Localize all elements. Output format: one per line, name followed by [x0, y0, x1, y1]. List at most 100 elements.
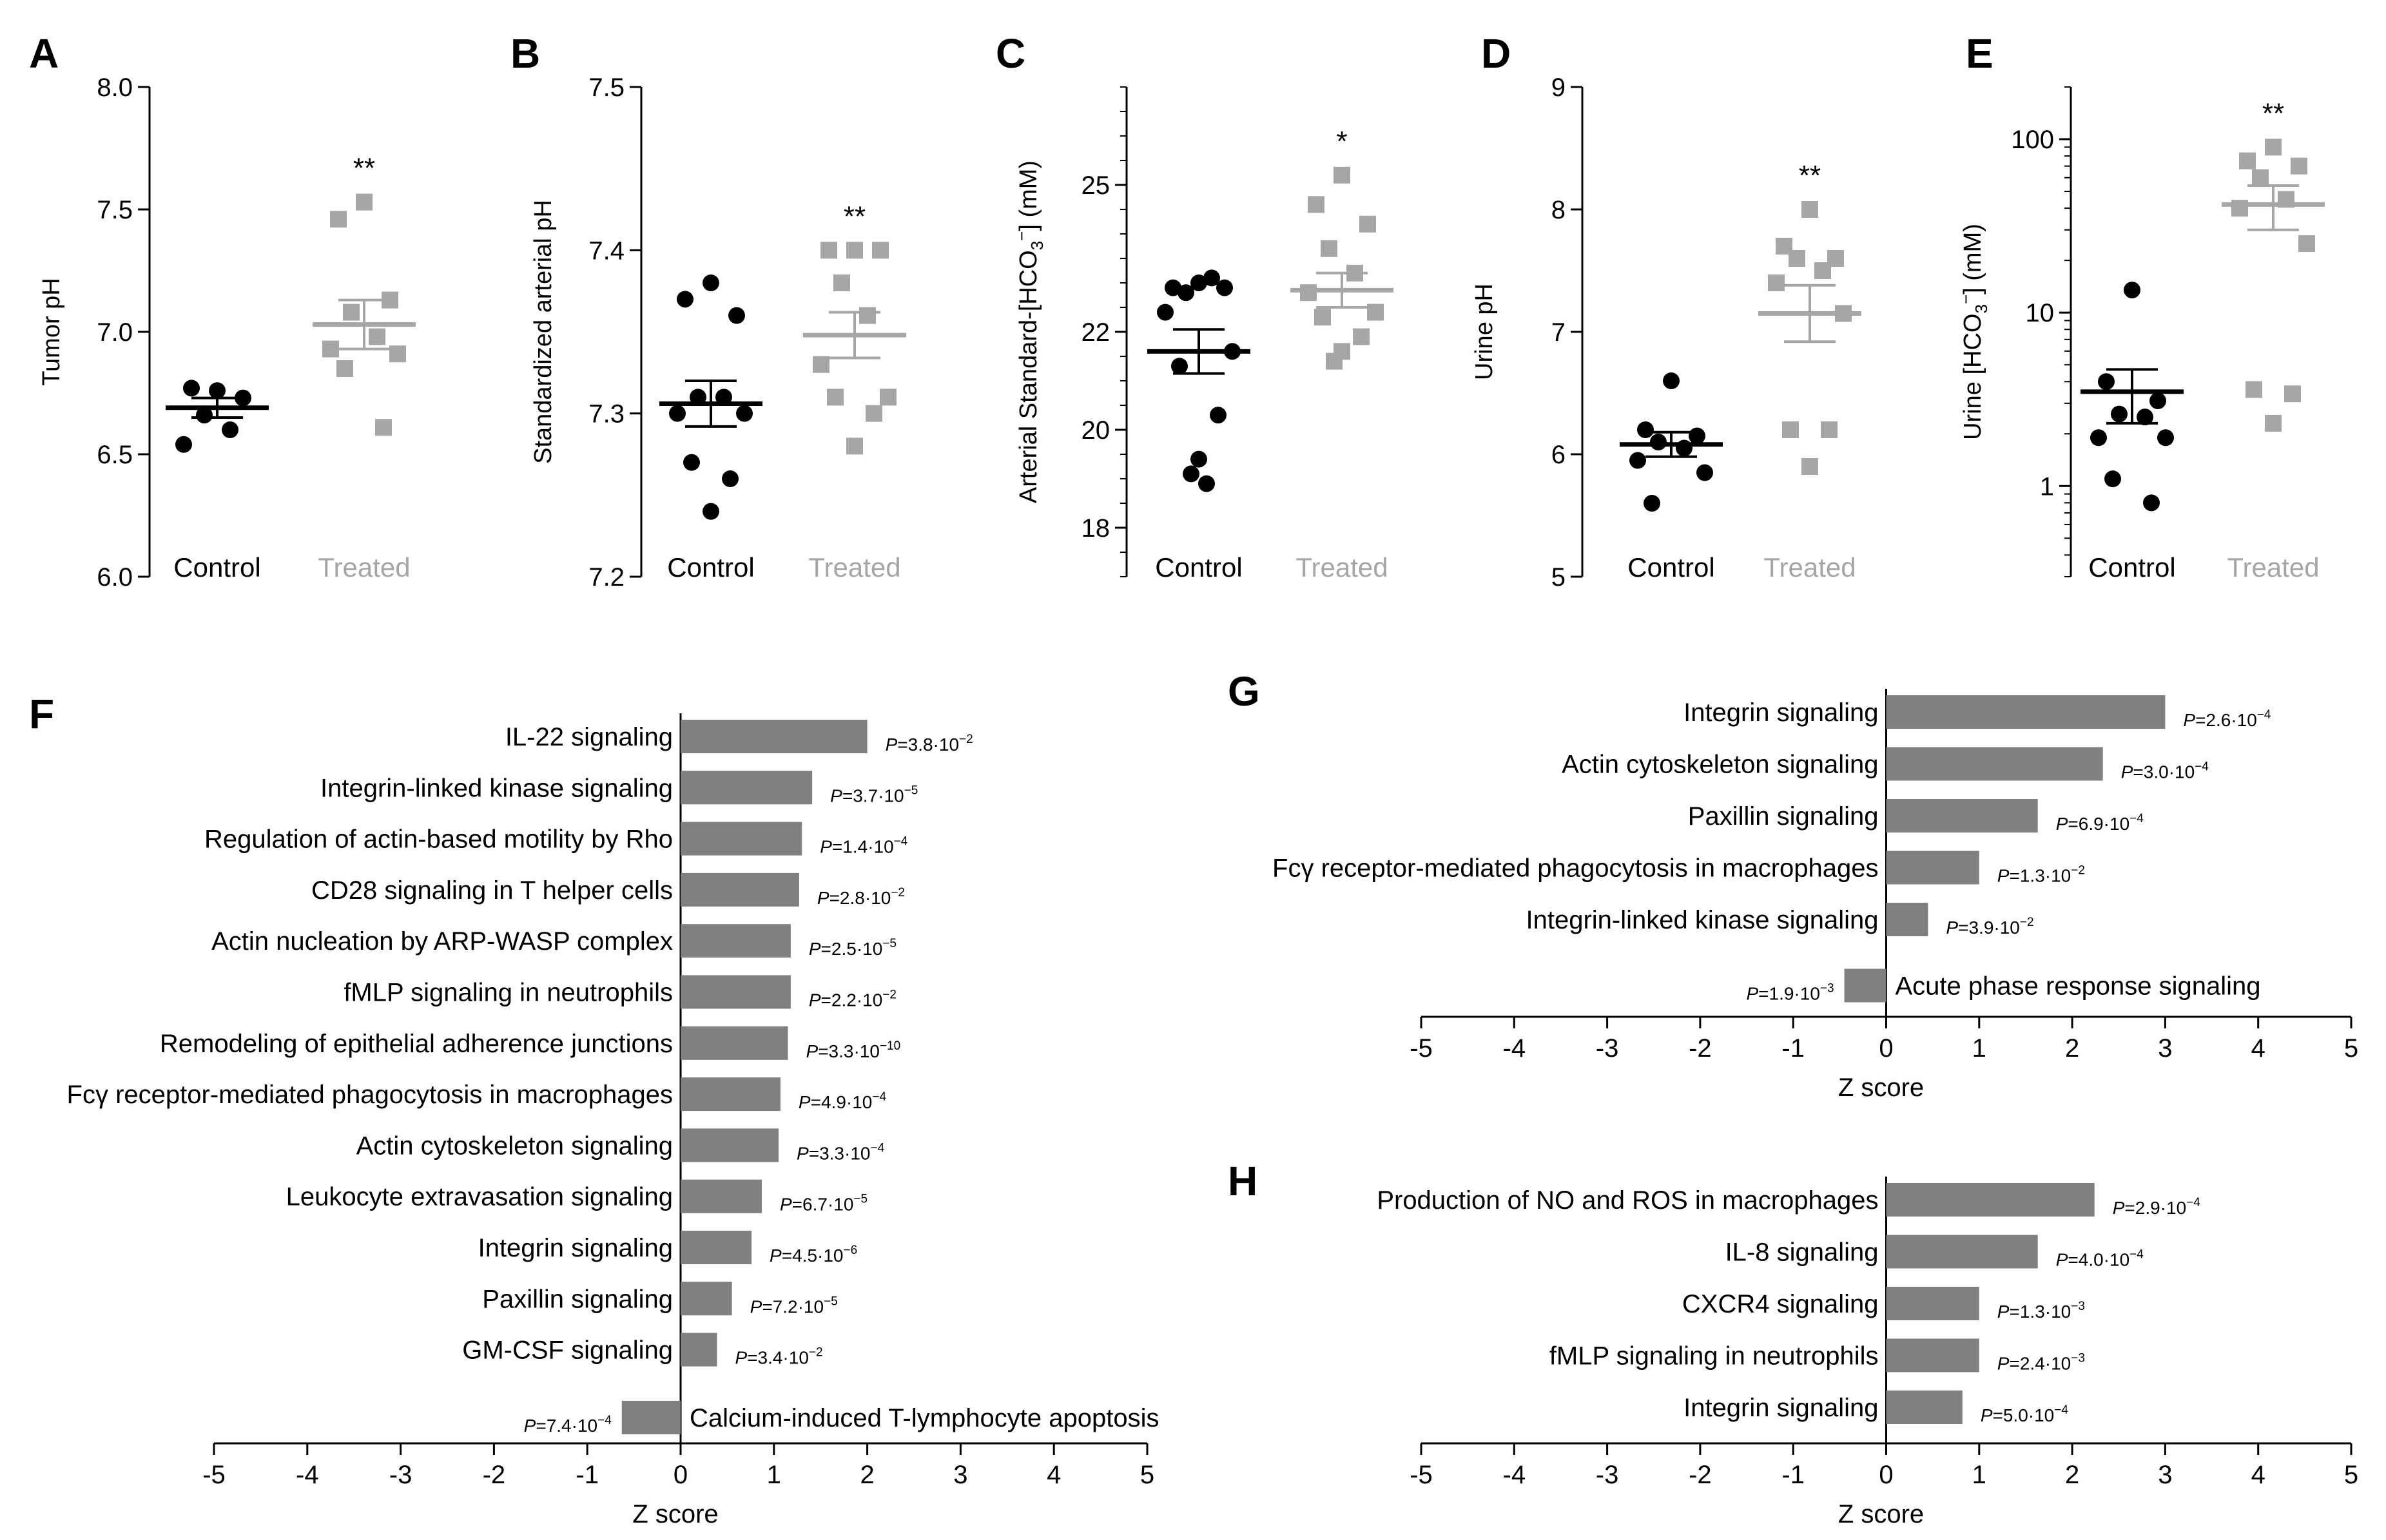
pathway-label: IL-22 signaling [505, 723, 673, 751]
bar [1886, 1183, 2095, 1217]
panel-letter-c: C [996, 30, 1025, 77]
control-point [1157, 303, 1174, 321]
treated-point [1314, 309, 1331, 326]
control-point [722, 470, 739, 487]
x-tick-label: 2 [2065, 1034, 2079, 1063]
bar [681, 1333, 717, 1367]
panel-letter-h: H [1228, 1158, 1257, 1204]
bar [681, 720, 868, 753]
x-tick-label: 2 [2065, 1461, 2079, 1489]
bar [1886, 1235, 2038, 1269]
control-point [2098, 373, 2115, 390]
bar [681, 1231, 752, 1264]
pathway-label: Integrin signaling [478, 1234, 673, 1262]
x-tick-label: 1 [1972, 1034, 1986, 1063]
p-value-label: P=3.4·10−2 [735, 1346, 822, 1368]
x-tick-label: -3 [389, 1461, 412, 1489]
treated-point [1353, 328, 1370, 345]
treated-point [1814, 262, 1831, 279]
x-tick-label: -5 [1410, 1461, 1433, 1489]
significance-marker: ** [1799, 160, 1821, 191]
control-point [728, 307, 745, 324]
x-tick-label: 3 [2158, 1461, 2172, 1489]
y-tick-label: 9 [1551, 73, 1566, 102]
y-tick-label: 10 [2026, 299, 2055, 327]
pathway-label: Remodeling of epithelial adherence junct… [160, 1030, 673, 1058]
control-point [1178, 284, 1194, 302]
bar [681, 1128, 779, 1162]
treated-point [846, 242, 863, 259]
control-point [1650, 434, 1667, 450]
bar-panel-h: -5 -4 -3 -2 -1 0 1 2 3 4 5 Z score Production of NO … [1377, 1177, 2358, 1528]
control-point [2111, 405, 2128, 423]
x-axis-title: Z score [1838, 1500, 1924, 1528]
control-point [183, 380, 200, 397]
pathway-label: Integrin-linked kinase signaling [1526, 906, 1879, 934]
treated-point [336, 360, 353, 377]
bar [621, 1400, 681, 1434]
p-value-label: P=2.6·10−4 [2183, 708, 2271, 730]
p-value-label: P=2.2·10−2 [809, 988, 897, 1010]
bar [1886, 747, 2103, 781]
x-axis-title: Z score [632, 1500, 718, 1528]
p-value-label: P=7.2·10−5 [750, 1295, 838, 1316]
control-point [2143, 494, 2160, 512]
bar [681, 924, 791, 958]
control-point [1689, 427, 1705, 445]
group-label-control: Control [1155, 552, 1242, 582]
treated-point [859, 307, 876, 324]
bar [681, 872, 799, 907]
control-point [1190, 450, 1207, 468]
treated-point [2284, 385, 2301, 403]
x-tick-label: 5 [1140, 1461, 1154, 1489]
x-tick-label: 4 [2251, 1461, 2265, 1489]
treated-point [2298, 235, 2315, 253]
x-tick-label: 4 [1047, 1461, 1061, 1489]
treated-point [1789, 250, 1805, 267]
treated-point [846, 438, 863, 455]
x-tick-label: -4 [1503, 1461, 1526, 1489]
treated-point [369, 328, 385, 345]
bar [1886, 851, 1979, 885]
pathway-label: Paxillin signaling [1688, 802, 1879, 831]
treated-point [1768, 274, 1785, 291]
control-point [2149, 392, 2166, 410]
treated-point [1326, 352, 1343, 370]
pathway-label: Regulation of actin-based motility by Rh… [204, 825, 673, 854]
control-point [677, 291, 693, 308]
treated-point [880, 389, 897, 406]
y-tick-label: 6 [1551, 441, 1566, 469]
bar [681, 771, 813, 805]
x-tick-label: -2 [483, 1461, 506, 1489]
control-point [2157, 429, 2174, 447]
pathway-label: fMLP signaling in neutrophils [344, 979, 673, 1007]
treated-point [820, 242, 837, 259]
control-point [683, 454, 700, 471]
significance-marker: ** [844, 200, 866, 232]
bar [681, 822, 802, 856]
pathway-label: fMLP signaling in neutrophils [1549, 1342, 1879, 1371]
pathway-label: Integrin signaling [1683, 1394, 1878, 1422]
pathway-label: Actin nucleation by ARP-WASP complex [211, 927, 673, 956]
treated-point [813, 356, 829, 373]
pathway-label: Fcγ receptor-mediated phagocytosis in ma… [67, 1081, 673, 1109]
significance-marker: * [1336, 126, 1347, 157]
y-tick-label: 18 [1081, 514, 1111, 543]
treated-point [356, 193, 373, 211]
treated-point [1801, 201, 1818, 218]
group-label-control: Control [1627, 552, 1714, 582]
group-label-treated: Treated [808, 552, 900, 582]
y-tick-label: 8.0 [97, 73, 133, 102]
treated-point [1782, 421, 1799, 438]
p-value-label: P=3.3·10−10 [806, 1039, 901, 1061]
treated-point [330, 211, 347, 228]
p-value-label: P=7.4·10−4 [524, 1414, 612, 1436]
bar [1886, 1338, 1979, 1372]
bar [1886, 695, 2166, 729]
p-value-label: P=6.7·10−5 [780, 1193, 868, 1215]
y-tick-label: 6.0 [97, 563, 133, 592]
scatter-panel-a: 6.0 6.5 7.0 7.5 8.0 Tumor pH Control Treated ** [38, 73, 416, 592]
y-axis-label: Tumor pH [38, 278, 65, 386]
p-value-label: P=2.9·10−4 [2113, 1196, 2201, 1218]
pathway-label: Calcium-induced T-lymphocyte apoptosis [690, 1404, 1159, 1432]
